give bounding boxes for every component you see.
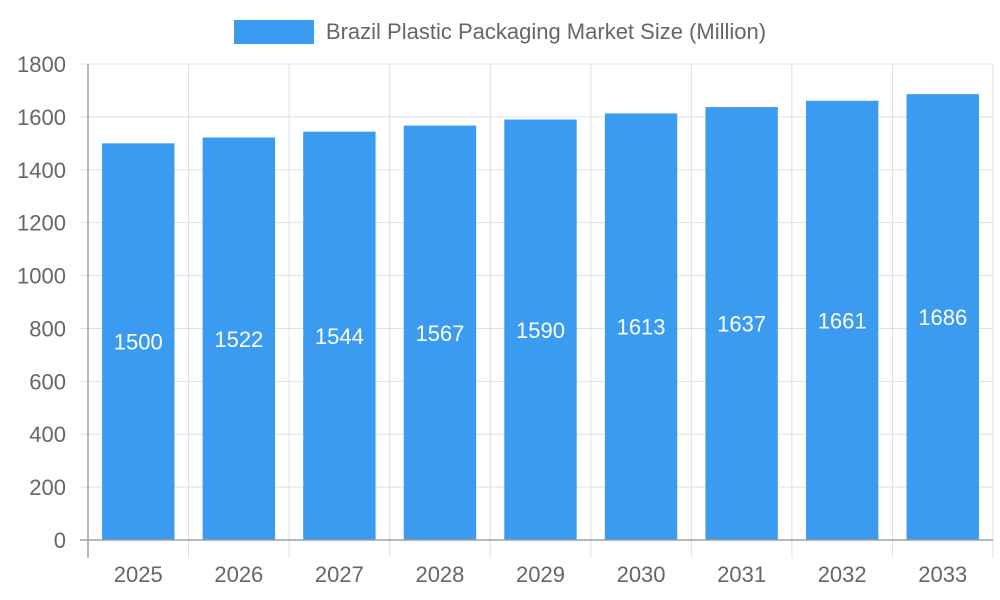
legend-swatch[interactable] [233, 20, 314, 44]
bar-2027[interactable]: 1544 [303, 131, 376, 540]
x-tick-label: 2027 [315, 562, 364, 587]
x-tick-label: 2031 [717, 562, 766, 587]
bar-2030[interactable]: 1613 [604, 113, 678, 540]
chart-legend: Brazil Plastic Packaging Market Size (Mi… [0, 18, 1000, 46]
y-tick-label: 1600 [17, 105, 66, 130]
y-tick-label: 400 [29, 422, 66, 447]
x-tick-label: 2030 [617, 562, 666, 587]
bar[interactable] [303, 131, 376, 540]
x-tick-label: 2032 [818, 562, 867, 587]
legend-label[interactable]: Brazil Plastic Packaging Market Size (Mi… [325, 19, 767, 44]
x-tick-label: 2026 [214, 562, 263, 587]
bar[interactable] [504, 119, 577, 541]
bar[interactable] [102, 143, 175, 541]
bar-value-label: 1637 [717, 312, 766, 337]
y-tick-label: 800 [29, 316, 66, 341]
x-tick-label: 2025 [114, 562, 163, 587]
y-tick-label: 600 [29, 369, 66, 394]
bar-2026[interactable]: 1522 [202, 137, 276, 540]
bar-2029[interactable]: 1590 [504, 119, 577, 541]
bar[interactable] [906, 94, 979, 540]
x-tick-label: 2033 [918, 562, 967, 587]
x-tick-label: 2028 [415, 562, 464, 587]
bar-value-label: 1544 [315, 324, 364, 349]
bar-value-label: 1567 [415, 321, 464, 346]
bar[interactable] [403, 125, 477, 541]
y-axis-ticks: 0 200 400 600 800 1000 1200 1400 1600 1800 [17, 52, 66, 553]
x-tick-label: 2029 [516, 562, 565, 587]
y-tick-label: 200 [29, 475, 66, 500]
bar[interactable] [202, 137, 276, 540]
x-axis-ticks: 2025 2026 2027 2028 2029 2030 2031 2032 2033 [114, 562, 967, 587]
bar-2025[interactable]: 1500 [102, 143, 175, 541]
y-tick-label: 1200 [17, 211, 66, 236]
bar-value-label: 1686 [918, 305, 967, 330]
bar-value-label: 1613 [617, 315, 666, 340]
bar-value-label: 1522 [214, 327, 263, 352]
bar[interactable] [705, 107, 778, 541]
bar-2032[interactable]: 1661 [805, 100, 879, 540]
axes [80, 64, 993, 558]
bar-2033[interactable]: 1686 [906, 94, 979, 540]
bar-2028[interactable]: 1567 [403, 125, 477, 541]
bar[interactable] [805, 100, 879, 540]
y-tick-label: 1400 [17, 158, 66, 183]
bar-value-label: 1500 [114, 330, 163, 355]
y-tick-label: 1800 [17, 52, 66, 77]
bar-2031[interactable]: 1637 [705, 107, 778, 541]
y-tick-label: 1000 [17, 264, 66, 289]
bar[interactable] [604, 113, 678, 540]
bars: 1500 1522 1544 1567 1590 1613 1637 1661 1686 [102, 94, 979, 541]
bar-value-label: 1590 [516, 318, 565, 343]
y-tick-label: 0 [54, 528, 66, 553]
bar-value-label: 1661 [818, 308, 867, 333]
